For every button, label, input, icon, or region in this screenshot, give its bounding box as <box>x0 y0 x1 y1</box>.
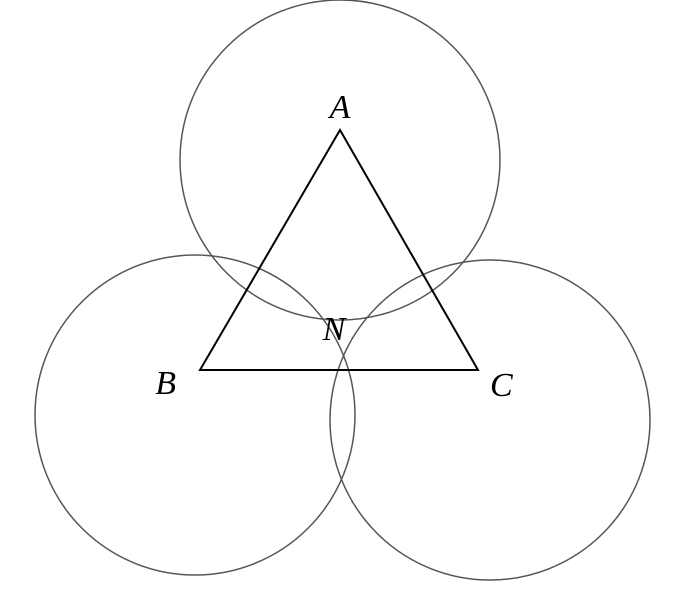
label-n: N <box>322 311 348 348</box>
label-b: B <box>155 365 176 402</box>
circle-right <box>330 260 650 580</box>
circle-left <box>35 255 355 575</box>
diagram-canvas: A B C N <box>0 0 679 593</box>
label-c: C <box>490 367 513 404</box>
label-a: A <box>328 89 351 126</box>
circle-top <box>180 0 500 320</box>
